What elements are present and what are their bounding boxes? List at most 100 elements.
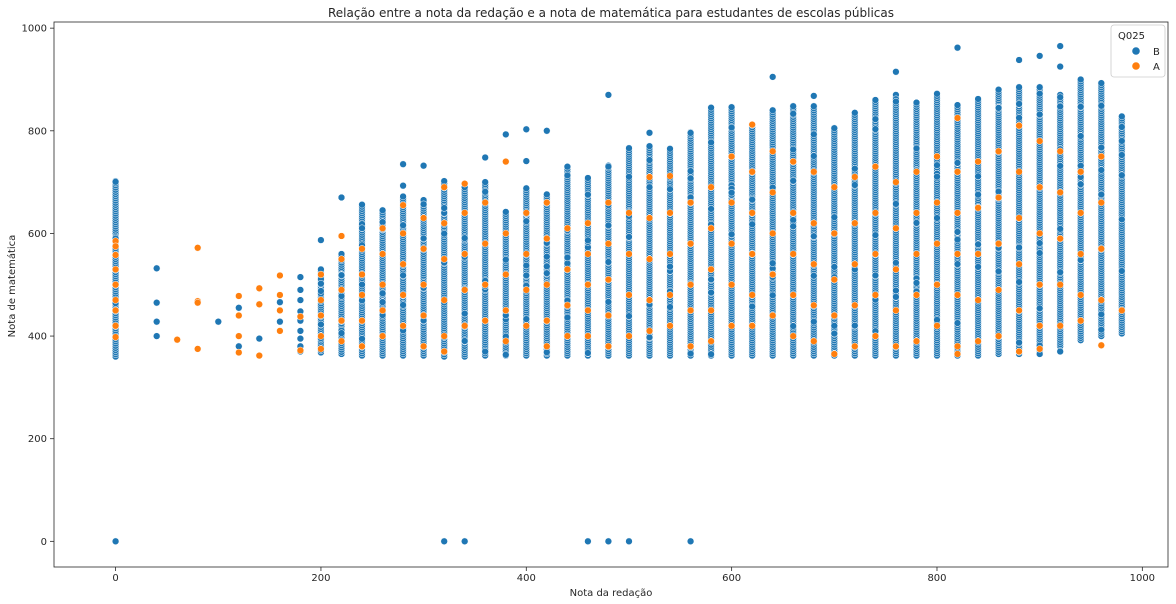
point-series-a (1077, 209, 1085, 217)
point-series-a (337, 255, 346, 263)
point-series-b (296, 327, 305, 335)
point-series-b (1077, 103, 1085, 111)
point-series-b (1036, 90, 1044, 98)
point-series-a (892, 342, 900, 350)
point-series-b (1056, 93, 1064, 101)
point-series-b (153, 264, 161, 272)
point-series-a (378, 306, 387, 315)
point-series-b (1077, 180, 1085, 188)
point-series-a (727, 198, 736, 207)
point-series-a (912, 250, 921, 258)
point-series-b (563, 163, 572, 171)
point-series-a (666, 322, 674, 330)
point-series-b (235, 342, 243, 350)
point-series-b (871, 231, 880, 239)
point-series-b (933, 90, 941, 98)
point-series-b (871, 96, 880, 104)
point-series-a (1056, 281, 1064, 289)
point-series-a (789, 157, 797, 166)
point-series-a (851, 260, 859, 268)
y-tick-label: 400 (28, 332, 47, 343)
point-series-b (399, 271, 407, 279)
point-series-b (707, 275, 715, 284)
point-series-a (727, 240, 736, 248)
point-series-a (974, 157, 982, 166)
point-series-a (974, 296, 982, 304)
point-series-b (686, 167, 695, 175)
point-series-b (543, 190, 551, 199)
point-series-a (892, 224, 900, 232)
point-series-a (255, 351, 263, 360)
point-series-a (1036, 281, 1044, 289)
point-series-a (543, 198, 551, 207)
point-series-a (892, 178, 900, 186)
point-series-a (584, 250, 592, 258)
point-series-a (1015, 347, 1023, 356)
point-series-a (378, 250, 387, 258)
point-series-b (769, 73, 777, 81)
point-series-a (522, 209, 530, 217)
point-series-a (1097, 245, 1105, 253)
point-series-a (974, 337, 982, 345)
point-series-b (1015, 278, 1023, 286)
point-series-a (461, 250, 469, 258)
y-tick-label: 0 (41, 537, 47, 548)
point-series-a (645, 214, 654, 222)
point-series-a (1077, 317, 1085, 325)
point-series-a (419, 342, 428, 350)
point-series-a (1015, 168, 1023, 176)
point-series-a (912, 168, 921, 176)
point-series-b (563, 171, 572, 180)
point-series-a (584, 332, 592, 340)
point-series-a (810, 168, 818, 176)
y-tick-label: 200 (28, 434, 47, 445)
point-series-a (789, 291, 797, 299)
point-series-b (584, 236, 592, 244)
point-series-b (378, 289, 387, 297)
point-series-b (399, 182, 407, 190)
point-series-a (255, 284, 263, 292)
point-series-a (543, 234, 551, 243)
point-series-b (686, 174, 695, 182)
point-series-b (1056, 42, 1064, 50)
point-series-b (851, 321, 859, 330)
point-series-b (1077, 256, 1085, 264)
point-series-b (974, 95, 982, 103)
point-series-b (522, 157, 530, 165)
point-series-b (912, 279, 921, 287)
point-series-a (543, 281, 551, 289)
point-series-a (625, 250, 633, 258)
point-series-a (851, 342, 859, 350)
point-series-b (1015, 243, 1023, 252)
point-series-a (481, 317, 489, 325)
point-series-a (502, 229, 510, 238)
point-series-a (502, 270, 510, 279)
point-series-a (399, 201, 407, 209)
point-series-a (522, 250, 530, 258)
point-series-a (871, 209, 880, 217)
point-series-a (871, 332, 880, 340)
point-series-a (1097, 198, 1105, 207)
point-series-b (748, 302, 756, 311)
x-tick-label: 800 (927, 573, 946, 584)
point-series-b (522, 261, 530, 270)
point-series-a (399, 229, 407, 238)
point-series-a (707, 183, 715, 191)
legend-marker-b (1132, 47, 1140, 55)
point-series-b (481, 153, 489, 162)
point-series-b (440, 177, 448, 185)
point-series-b (851, 109, 859, 117)
point-series-b (666, 145, 674, 153)
point-series-a (111, 265, 120, 274)
point-series-a (994, 147, 1003, 155)
point-series-b (707, 138, 715, 147)
point-series-b (830, 329, 838, 338)
point-series-a (748, 250, 756, 258)
point-series-b (563, 253, 572, 262)
point-series-a (584, 306, 592, 315)
point-series-a (707, 265, 715, 274)
point-series-b (543, 127, 551, 135)
point-series-b (153, 332, 161, 340)
point-series-b (810, 232, 818, 240)
